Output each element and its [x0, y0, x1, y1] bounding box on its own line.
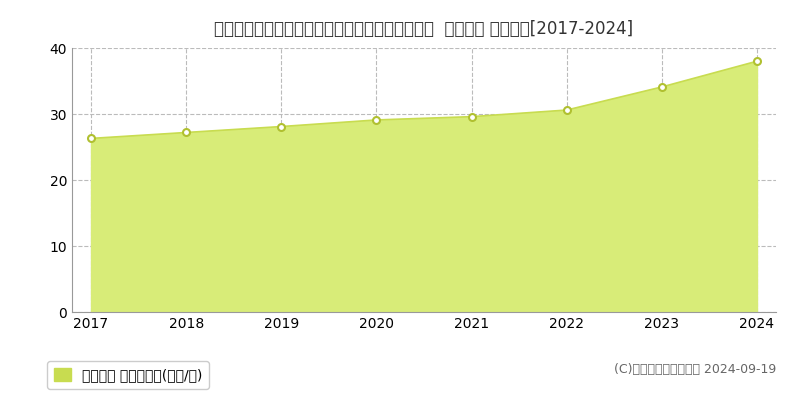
Text: (C)土地価格ドットコム 2024-09-19: (C)土地価格ドットコム 2024-09-19 [614, 363, 776, 376]
Title: 北海道札幌市西区八軒１条東５丁目７２５番５外  公示地価 地価推移[2017-2024]: 北海道札幌市西区八軒１条東５丁目７２５番５外 公示地価 地価推移[2017-20… [214, 20, 634, 38]
Legend: 公示地価 平均坪単価(万円/坪): 公示地価 平均坪単価(万円/坪) [47, 361, 209, 389]
